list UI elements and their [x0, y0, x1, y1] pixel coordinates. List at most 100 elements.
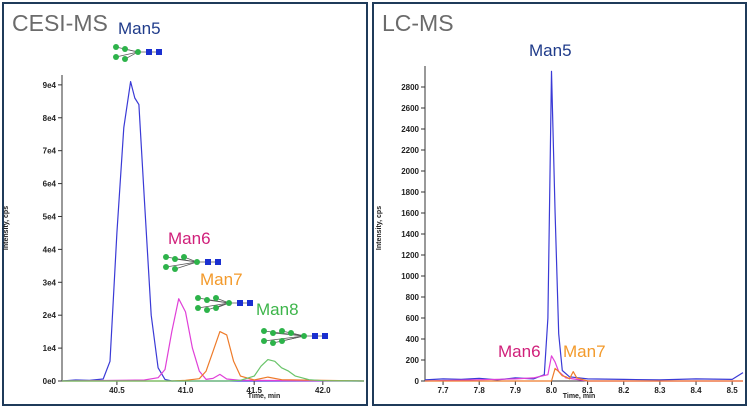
- glycan-man5-icon: [113, 44, 162, 62]
- cesi-x-tick-label: 41.5: [246, 386, 262, 395]
- cesi-y-tick-label: 1e4: [43, 344, 57, 353]
- mannose-circle: [279, 338, 285, 344]
- glcnac-square: [215, 259, 221, 265]
- lc-label-man5: Man5: [529, 41, 572, 60]
- mannose-circle: [270, 330, 276, 336]
- lc-label-man7: Man7: [563, 342, 606, 361]
- mannose-circle: [172, 266, 178, 272]
- lc-x-tick-label: 7.8: [474, 386, 486, 395]
- mannose-circle: [195, 295, 201, 301]
- glcnac-square: [322, 333, 328, 339]
- mannose-circle: [135, 49, 141, 55]
- lc-y-tick-label: 1200: [401, 251, 419, 260]
- cesi-y-tick-label: 7e4: [43, 147, 57, 156]
- mannose-circle: [288, 330, 294, 336]
- mannose-circle: [172, 256, 178, 262]
- cesi-series-man6: [61, 298, 365, 382]
- glcnac-square: [146, 49, 152, 55]
- lc-y-tick-label: 0: [415, 377, 420, 386]
- glcnac-square: [312, 333, 318, 339]
- lc-x-tick-label: 8.0: [546, 386, 558, 395]
- lc-label-man6: Man6: [498, 342, 541, 361]
- cesi-label-man8: Man8: [256, 300, 299, 319]
- lc-y-tick-label: 800: [406, 293, 420, 302]
- cesi-x-tick-label: 40.5: [109, 386, 125, 395]
- mannose-circle: [204, 307, 210, 313]
- cesi-y-tick-label: 5e4: [43, 212, 57, 221]
- mannose-circle: [113, 44, 119, 50]
- cesi-x-tick-label: 41.0: [178, 386, 194, 395]
- mannose-circle: [213, 295, 219, 301]
- cesi-y-tick-label: 6e4: [43, 180, 57, 189]
- glycan-bond: [165, 261, 198, 268]
- glcnac-square: [156, 49, 162, 55]
- cesi-ms-panel: CESI-MS: [2, 2, 368, 406]
- lc-x-tick-label: 8.2: [618, 386, 630, 395]
- cesi-y-tick-label: 2e4: [43, 311, 57, 320]
- glycan-bond: [174, 258, 198, 263]
- lc-ms-panel: LC-MS: [372, 2, 747, 406]
- mannose-circle: [213, 305, 219, 311]
- lc-y-tick-label: 2600: [401, 104, 419, 113]
- lc-y-tick-label: 2000: [401, 167, 419, 176]
- cesi-series-man8: [62, 359, 365, 382]
- mannose-circle: [122, 46, 128, 52]
- lc-series-man5: [424, 70, 744, 381]
- glycan-bond: [197, 302, 230, 309]
- mannose-circle: [163, 254, 169, 260]
- glycan-man7-icon: [195, 295, 253, 313]
- lc-ms-title: LC-MS: [382, 10, 454, 36]
- cesi-label-man5: Man5: [118, 19, 161, 38]
- lc-y-tick-label: 400: [406, 335, 420, 344]
- cesi-label-man7: Man7: [200, 270, 243, 289]
- lc-y-tick-label: 1000: [401, 272, 419, 281]
- mannose-circle: [194, 259, 200, 265]
- mannose-circle: [195, 305, 201, 311]
- mannose-circle: [181, 254, 187, 260]
- glcnac-square: [247, 300, 253, 306]
- cesi-y-tick-label: 8e4: [43, 114, 57, 123]
- glycan-bond: [174, 261, 198, 270]
- lc-y-tick-label: 2400: [401, 125, 419, 134]
- mannose-circle: [226, 300, 232, 306]
- cesi-ms-title: CESI-MS: [12, 10, 108, 36]
- mannose-circle: [279, 328, 285, 334]
- cesi-series-man7: [62, 331, 365, 382]
- lc-x-tick-label: 8.3: [654, 386, 666, 395]
- cesi-y-tick-label: 4e4: [43, 245, 57, 254]
- cesi-y-tick-label: 9e4: [43, 81, 57, 90]
- mannose-circle: [270, 340, 276, 346]
- mannose-circle: [204, 297, 210, 303]
- mannose-circle: [261, 338, 267, 344]
- lc-y-tick-label: 600: [406, 314, 420, 323]
- lc-y-tick-label: 1800: [401, 188, 419, 197]
- cesi-x-tick-label: 42.0: [315, 386, 331, 395]
- lc-y-tick-label: 200: [406, 356, 420, 365]
- glycan-bond: [206, 299, 230, 304]
- lc-x-tick-label: 8.5: [727, 386, 739, 395]
- lc-x-tick-label: 8.4: [690, 386, 702, 395]
- glycan-man8-icon: [261, 328, 328, 346]
- lc-y-tick-label: 2800: [401, 83, 419, 92]
- mannose-circle: [163, 264, 169, 270]
- cesi-y-tick-label: 0e0: [43, 377, 57, 386]
- glycan-bond: [263, 335, 305, 342]
- lc-y-tick-label: 2200: [401, 146, 419, 155]
- lc-series-man6: [424, 355, 743, 382]
- glcnac-square: [205, 259, 211, 265]
- lc-series-man7: [425, 367, 743, 382]
- lc-x-tick-label: 7.9: [510, 386, 522, 395]
- lc-x-tick-label: 7.7: [438, 386, 450, 395]
- lc-y-axis-title: Intensity, cps: [376, 206, 383, 250]
- mannose-circle: [301, 333, 307, 339]
- glycan-man6-icon: [163, 254, 221, 272]
- cesi-label-man6: Man6: [168, 229, 211, 248]
- mannose-circle: [113, 54, 119, 60]
- cesi-y-tick-label: 3e4: [43, 278, 57, 287]
- lc-x-axis-title: Time, min: [563, 393, 596, 400]
- cesi-x-axis-title: Time, min: [248, 393, 281, 400]
- glcnac-square: [237, 300, 243, 306]
- mannose-circle: [122, 56, 128, 62]
